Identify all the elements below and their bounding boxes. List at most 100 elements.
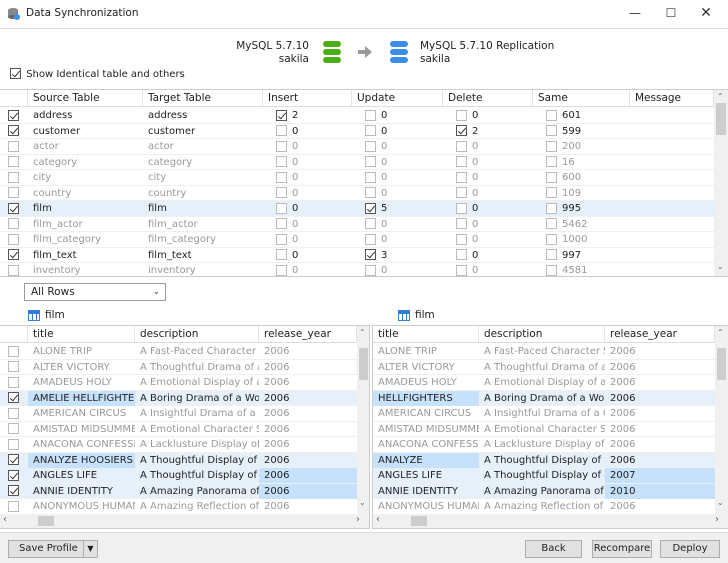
row-checkbox[interactable] (8, 423, 19, 434)
record-row[interactable]: ALTER VICTORY A Thoughtful Drama of a Cc 2… (373, 360, 715, 375)
same-cell[interactable]: 600 (541, 170, 630, 185)
insert-checkbox[interactable] (276, 187, 287, 198)
close-button[interactable]: ✕ (700, 5, 712, 21)
scroll-thumb[interactable] (411, 516, 427, 526)
scroll-down-icon[interactable]: ⌄ (717, 498, 724, 507)
back-button[interactable]: Back (525, 540, 582, 558)
insert-checkbox[interactable] (276, 125, 287, 136)
record-row[interactable]: ANACONA CONFESSIO A Lacklusture Display o… (0, 437, 357, 453)
deploy-button[interactable]: Deploy (660, 540, 720, 558)
show-identical-checkbox[interactable] (10, 68, 21, 79)
row-checkbox[interactable] (8, 140, 19, 152)
same-cell[interactable]: 5462 (541, 217, 630, 232)
column-header-title[interactable]: title (373, 326, 479, 343)
delete-cell[interactable]: 0 (451, 201, 533, 216)
vertical-scrollbar[interactable]: ⌃ ⌄ (714, 90, 728, 276)
insert-cell[interactable]: 0 (271, 155, 352, 170)
record-row[interactable]: AMERICAN CIRCUS A Insightful Drama of a G… (373, 406, 715, 422)
same-checkbox[interactable] (546, 218, 557, 229)
row-checkbox-cell[interactable] (0, 186, 28, 201)
delete-checkbox[interactable] (456, 233, 467, 245)
row-checkbox[interactable] (8, 171, 19, 183)
record-row[interactable]: AMERICAN CIRCUS A Insightful Drama of a G… (0, 406, 357, 422)
save-profile-button[interactable]: Save Profile ▼ (8, 540, 98, 558)
row-checkbox-cell[interactable] (0, 484, 28, 499)
insert-checkbox[interactable] (276, 156, 287, 167)
column-header-insert[interactable]: Insert (263, 90, 352, 107)
scroll-down-icon[interactable]: ⌄ (359, 498, 366, 507)
horizontal-scrollbar[interactable]: ‹ › (373, 514, 728, 528)
row-checkbox-cell[interactable] (0, 232, 28, 247)
record-row[interactable]: ANNIE IDENTITY A Amazing Panorama of a P2… (373, 483, 715, 499)
column-header-delete[interactable]: Delete (443, 90, 533, 107)
update-checkbox[interactable] (365, 249, 376, 260)
update-cell[interactable]: 0 (360, 155, 443, 170)
record-row[interactable]: AMELIE HELLFIGHTERS A Boring Drama of a W… (0, 390, 357, 406)
record-row[interactable]: AMISTAD MIDSUMMER A Emotional Character S… (373, 422, 715, 437)
column-header-release-year[interactable]: release_year (259, 326, 357, 343)
recompare-button[interactable]: Recompare (592, 540, 652, 558)
row-checkbox-cell[interactable] (0, 422, 28, 437)
delete-checkbox[interactable] (456, 171, 467, 183)
delete-cell[interactable]: 0 (451, 155, 533, 170)
row-checkbox[interactable] (8, 202, 19, 214)
column-header-release-year[interactable]: release_year (605, 326, 715, 343)
row-checkbox-cell[interactable] (0, 124, 28, 139)
same-checkbox[interactable] (546, 249, 557, 260)
row-checkbox[interactable] (8, 233, 19, 245)
table-row[interactable]: film film 0 5 0 995 (0, 201, 714, 217)
row-checkbox[interactable] (8, 454, 19, 465)
row-checkbox[interactable] (8, 156, 19, 167)
same-cell[interactable]: 997 (541, 248, 630, 263)
insert-checkbox[interactable] (276, 249, 287, 260)
same-checkbox[interactable] (546, 264, 557, 276)
column-header-source-table[interactable]: Source Table (28, 90, 143, 107)
insert-checkbox[interactable] (276, 171, 287, 183)
row-checkbox[interactable] (8, 392, 19, 403)
update-checkbox[interactable] (365, 233, 376, 245)
caret-down-icon[interactable]: ▼ (83, 541, 97, 557)
table-row[interactable]: inventory inventory 0 0 0 4581 (0, 263, 714, 276)
scroll-right-icon[interactable]: › (356, 514, 360, 525)
same-checkbox[interactable] (546, 140, 557, 152)
row-checkbox-cell[interactable] (0, 437, 28, 452)
row-checkbox[interactable] (8, 485, 19, 496)
row-checkbox-cell[interactable] (0, 139, 28, 154)
insert-cell[interactable]: 0 (271, 139, 352, 154)
delete-checkbox[interactable] (456, 140, 467, 152)
record-row[interactable]: AMISTAD MIDSUMMER A Emotional Character S… (0, 422, 357, 437)
delete-cell[interactable]: 0 (451, 232, 533, 247)
update-checkbox[interactable] (365, 171, 376, 183)
update-checkbox[interactable] (365, 156, 376, 167)
same-cell[interactable]: 599 (541, 124, 630, 139)
record-row[interactable]: ANALYZE A Thoughtful Display of a E 2006 (373, 452, 715, 468)
column-header-same[interactable]: Same (533, 90, 630, 107)
same-checkbox[interactable] (546, 156, 557, 167)
delete-cell[interactable]: 0 (451, 186, 533, 201)
record-row[interactable]: ANGLES LIFE A Thoughtful Display of a W20… (0, 468, 357, 484)
horizontal-scrollbar[interactable]: ‹ › (0, 514, 369, 528)
update-cell[interactable]: 0 (360, 263, 443, 276)
insert-checkbox[interactable] (276, 218, 287, 229)
scroll-thumb[interactable] (38, 516, 54, 526)
insert-cell[interactable]: 0 (271, 124, 352, 139)
row-checkbox[interactable] (8, 109, 19, 121)
row-checkbox[interactable] (8, 264, 19, 276)
row-checkbox-cell[interactable] (0, 468, 28, 483)
same-checkbox[interactable] (546, 171, 557, 183)
row-checkbox-cell[interactable] (0, 360, 28, 375)
insert-cell[interactable]: 2 (271, 108, 352, 123)
record-row[interactable]: AMADEUS HOLY A Emotional Display of a Pic… (373, 375, 715, 391)
table-row[interactable]: city city 0 0 0 600 (0, 170, 714, 186)
show-identical-option[interactable]: Show Identical table and others (10, 68, 185, 80)
update-cell[interactable]: 0 (360, 170, 443, 185)
insert-cell[interactable]: 0 (271, 170, 352, 185)
row-checkbox[interactable] (8, 500, 19, 512)
column-header-update[interactable]: Update (352, 90, 443, 107)
same-cell[interactable]: 995 (541, 201, 630, 216)
row-checkbox-cell[interactable] (0, 375, 28, 390)
insert-checkbox[interactable] (276, 233, 287, 245)
update-cell[interactable]: 0 (360, 186, 443, 201)
row-checkbox-cell[interactable] (0, 217, 28, 232)
delete-checkbox[interactable] (456, 156, 467, 167)
